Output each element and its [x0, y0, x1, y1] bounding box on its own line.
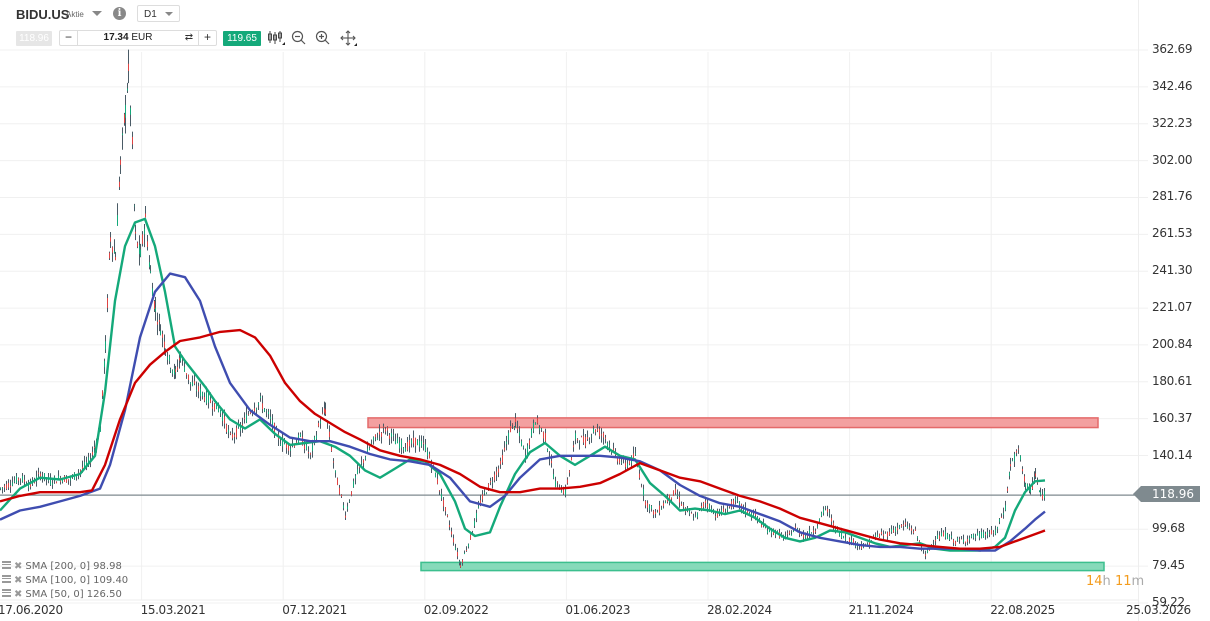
price-axis-label: 140.14	[1152, 447, 1193, 462]
toolbar: BIDU.US Aktie i D1 118.96 − 17.34 EUR ⇄ …	[0, 0, 1210, 52]
decrease-button[interactable]: −	[60, 31, 78, 45]
settings-icon[interactable]	[2, 589, 11, 597]
close-icon[interactable]: ✖	[14, 589, 23, 600]
zoom-out-icon[interactable]	[290, 29, 308, 47]
price-axis-label: 180.61	[1152, 373, 1193, 388]
indicator-sma-200[interactable]: ✖ SMA [200, 0] 98.98	[2, 561, 122, 572]
time-axis-label: 15.03.2021	[140, 603, 206, 617]
sma-200-line	[0, 328, 1046, 550]
move-crosshair-icon[interactable]	[339, 29, 357, 47]
sell-button[interactable]: 118.96	[16, 31, 52, 46]
settings-icon[interactable]	[2, 561, 11, 569]
price-axis-label: 322.23	[1152, 115, 1193, 130]
candle-countdown: 14h 11m	[1086, 574, 1145, 589]
resistance-zone[interactable]	[367, 417, 1099, 429]
price-axis-label: 342.46	[1152, 78, 1193, 93]
symbol-dropdown-icon[interactable]	[92, 11, 102, 16]
price-axis-border	[1138, 0, 1139, 621]
symbol-name[interactable]: BIDU.US	[16, 7, 70, 22]
increase-button[interactable]: +	[198, 31, 216, 45]
time-axis-label: 22.08.2025	[990, 603, 1055, 617]
price-axis-label: 79.45	[1152, 558, 1185, 573]
indicator-sma-100[interactable]: ✖ SMA [100, 0] 109.40	[2, 575, 128, 586]
time-axis-label: 17.06.2020	[0, 603, 63, 617]
time-axis-label: 02.09.2022	[423, 603, 489, 617]
price-axis-label: 362.69	[1152, 42, 1193, 56]
buy-button[interactable]: 119.65	[223, 31, 261, 46]
asset-type: Aktie	[66, 10, 84, 19]
chevron-down-icon	[165, 12, 173, 16]
quantity-stepper: − 17.34 EUR ⇄ +	[59, 30, 217, 46]
price-axis-label: 302.00	[1152, 152, 1193, 167]
zoom-in-icon[interactable]	[314, 29, 332, 47]
support-zone[interactable]	[420, 561, 1105, 572]
sma-50-line	[0, 217, 1046, 552]
settings-icon[interactable]	[2, 575, 11, 583]
timeframe-value: D1	[144, 9, 157, 20]
price-axis-label: 261.53	[1152, 226, 1193, 241]
timeframe-select[interactable]: D1	[137, 5, 180, 22]
price-axis-label: 281.76	[1152, 189, 1193, 204]
swap-icon[interactable]: ⇄	[184, 32, 194, 43]
candlestick-type-icon[interactable]	[267, 29, 285, 47]
sma-100-line	[0, 272, 1046, 552]
price-axis-label: 160.37	[1152, 410, 1193, 425]
price-axis-label: 200.84	[1152, 336, 1193, 351]
time-axis-label: 25.03.2026	[1126, 603, 1191, 617]
quantity-value: 17.34	[103, 32, 129, 43]
price-axis-label: 241.30	[1152, 263, 1193, 278]
time-axis-label: 28.02.2024	[707, 603, 772, 617]
price-axis-label: 99.68	[1152, 521, 1185, 536]
time-axis-label: 07.12.2021	[282, 603, 347, 617]
quantity-input[interactable]: 17.34 EUR	[78, 31, 178, 45]
close-icon[interactable]: ✖	[14, 575, 23, 586]
quantity-unit: EUR	[131, 32, 153, 43]
close-icon[interactable]: ✖	[14, 561, 23, 572]
price-axis-label: 221.07	[1152, 300, 1193, 315]
info-icon[interactable]: i	[113, 7, 126, 20]
time-axis-label: 21.11.2024	[848, 603, 914, 617]
time-axis-label: 01.06.2023	[565, 603, 631, 617]
indicator-sma-50[interactable]: ✖ SMA [50, 0] 126.50	[2, 589, 122, 600]
current-price-tag: 118.96	[1133, 486, 1200, 502]
price-axis-label: 59.22	[1152, 595, 1185, 609]
